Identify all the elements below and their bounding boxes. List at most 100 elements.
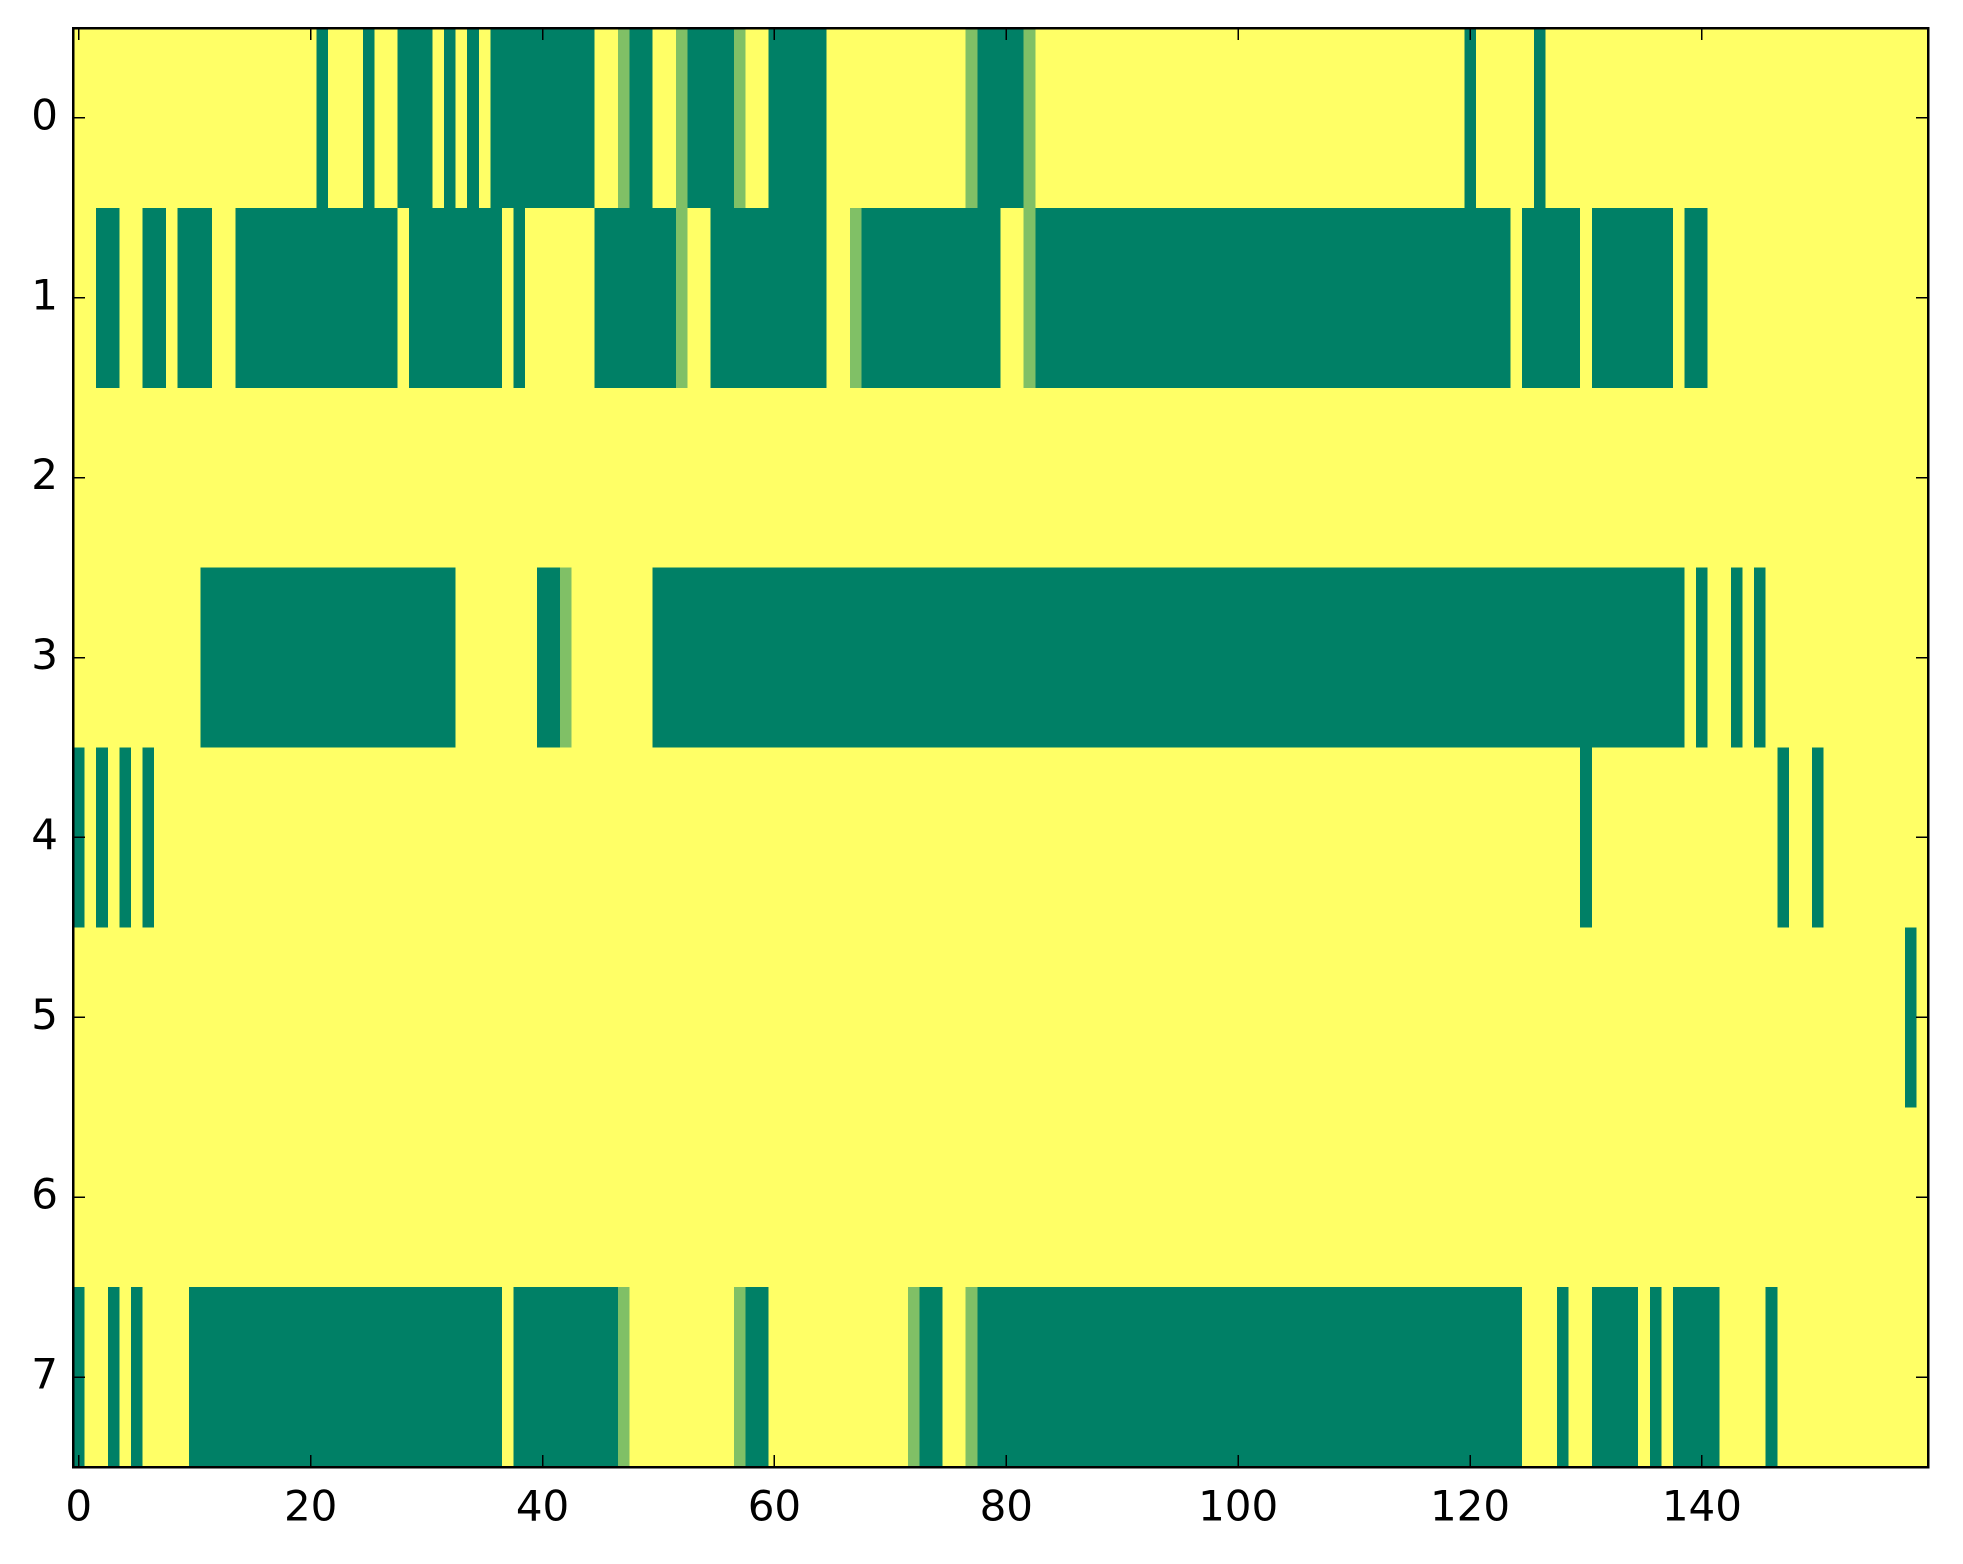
cell (1846, 207, 1860, 389)
cell (1383, 747, 1396, 928)
cell (1417, 1107, 1431, 1288)
cell (1325, 1287, 1338, 1468)
cell (1359, 387, 1373, 569)
cell (1220, 747, 1233, 928)
cell (1151, 927, 1164, 1108)
cell (362, 567, 376, 749)
cell (815, 1107, 828, 1288)
cell (861, 747, 874, 928)
cell (988, 567, 1002, 749)
cell (1777, 747, 1790, 928)
cell (1499, 927, 1512, 1108)
cell (1719, 1107, 1732, 1288)
cell (1371, 1287, 1384, 1468)
cell (177, 28, 190, 209)
cell (1267, 567, 1280, 749)
cell (1568, 747, 1581, 928)
cell (1638, 567, 1651, 749)
cell (1441, 387, 1454, 569)
cell (733, 747, 747, 928)
cell (687, 567, 700, 749)
cell (1359, 747, 1373, 928)
cell (1649, 28, 1662, 209)
cell (571, 1287, 584, 1468)
cell (1128, 567, 1141, 749)
cell (316, 387, 329, 569)
cell (1243, 28, 1257, 209)
cell (420, 567, 434, 749)
cell (200, 1287, 213, 1468)
cell (1649, 747, 1662, 928)
cell (1568, 567, 1581, 749)
cell (1371, 207, 1384, 389)
cell (617, 567, 631, 749)
cell (1522, 1107, 1535, 1288)
cell (1649, 567, 1662, 749)
cell (548, 387, 561, 569)
cell (1162, 1287, 1176, 1468)
cell (826, 207, 839, 389)
cell (1835, 207, 1848, 389)
cell (1417, 927, 1431, 1108)
cell (1093, 1287, 1106, 1468)
cell (826, 567, 839, 749)
cell (188, 747, 202, 928)
cell (246, 207, 260, 389)
cell (1881, 747, 1894, 928)
cell (1220, 1287, 1233, 1468)
cell (687, 207, 700, 389)
cell (803, 927, 816, 1108)
cell (1023, 1107, 1036, 1288)
cell (281, 567, 294, 749)
cell (1881, 1107, 1894, 1288)
cell (977, 387, 990, 569)
cell (1243, 747, 1257, 928)
cell (1058, 747, 1071, 928)
cell (1255, 1287, 1268, 1468)
cell (1267, 387, 1280, 569)
cell (965, 28, 978, 209)
cell (1707, 1107, 1720, 1288)
cell (1336, 387, 1349, 569)
cell (444, 927, 457, 1108)
cell (1151, 1287, 1164, 1468)
cell (1661, 387, 1674, 569)
cell (235, 567, 248, 749)
cell (1638, 927, 1651, 1108)
cell (988, 28, 1002, 209)
cell (316, 927, 329, 1108)
cell (304, 207, 318, 389)
cell (1684, 1107, 1697, 1288)
cell (490, 387, 503, 569)
cell (409, 28, 422, 209)
cell (548, 207, 561, 389)
cell (1846, 1287, 1860, 1468)
cell (791, 1107, 805, 1288)
cell (1325, 28, 1338, 209)
cell (1858, 28, 1871, 209)
cell (652, 1287, 665, 1468)
cell (988, 207, 1002, 389)
cell (583, 747, 596, 928)
cell (432, 927, 445, 1108)
cell (768, 28, 781, 209)
cell (455, 387, 468, 569)
cell (513, 1287, 526, 1468)
cell (513, 927, 526, 1108)
cell (1464, 747, 1477, 928)
cell (1174, 927, 1187, 1108)
cell (1580, 567, 1593, 749)
cell (1035, 1107, 1048, 1288)
cell (1464, 927, 1477, 1108)
cell (675, 927, 689, 1108)
cell (1800, 28, 1813, 209)
cell (1649, 387, 1662, 569)
cell (374, 1287, 387, 1468)
cell (1603, 1287, 1616, 1468)
cell (1290, 567, 1303, 749)
cell (606, 1287, 619, 1468)
cell (641, 927, 654, 1108)
cell (1475, 1287, 1489, 1468)
cell (1336, 1107, 1349, 1288)
cell (1255, 927, 1268, 1108)
